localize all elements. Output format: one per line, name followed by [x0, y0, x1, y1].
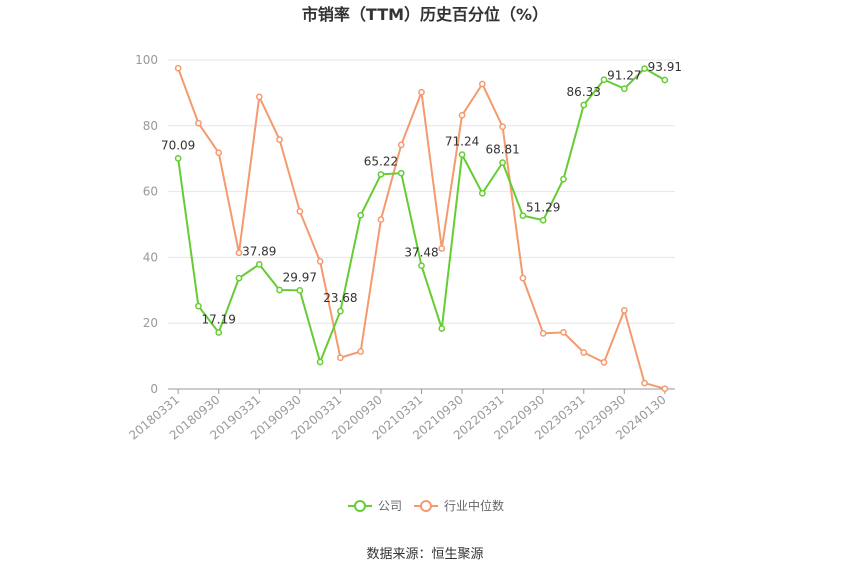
grid: [168, 59, 675, 324]
data-point: [296, 287, 304, 294]
data-point: [397, 169, 405, 177]
data-point: [661, 385, 669, 393]
y-tick-label: 0: [150, 382, 158, 396]
y-tick-label: 100: [135, 53, 158, 67]
data-point: [377, 216, 385, 223]
data-point: [560, 175, 567, 183]
data-point: [478, 189, 486, 197]
data-label: 23.68: [323, 291, 357, 305]
legend-label: 公司: [378, 499, 402, 513]
data-label: 70.09: [161, 138, 195, 152]
data-point: [235, 249, 243, 257]
data-label: 37.48: [404, 246, 438, 260]
y-tick-label: 40: [143, 250, 158, 264]
legend-item-1[interactable]: 行业中位数: [414, 498, 504, 513]
data-point: [620, 85, 628, 93]
data-point: [397, 141, 405, 149]
data-point: [195, 119, 202, 127]
data-point: [620, 307, 628, 314]
source-note: 数据来源：恒生聚源: [366, 547, 483, 562]
legend-marker: [354, 500, 366, 512]
data-point: [478, 80, 486, 88]
data-point: [641, 379, 648, 387]
data-point: [418, 88, 425, 96]
data-point: [337, 307, 344, 315]
data-point: [519, 212, 527, 219]
data-point: [418, 262, 425, 270]
data-point: [560, 329, 567, 336]
data-point: [215, 149, 223, 157]
data-label: 71.24: [445, 135, 479, 149]
data-point: [195, 302, 202, 310]
y-tick-label: 60: [143, 185, 158, 199]
data-point: [499, 159, 506, 166]
data-point: [316, 358, 324, 366]
data-point: [215, 329, 223, 336]
data-point: [357, 348, 365, 355]
legend-marker: [420, 500, 432, 512]
data-label: 68.81: [485, 143, 519, 157]
data-label: 29.97: [283, 270, 317, 284]
data-point: [458, 111, 466, 119]
data-point: [296, 207, 304, 215]
data-point: [377, 171, 385, 178]
data-point: [276, 286, 283, 294]
data-point: [519, 274, 527, 282]
y-tick-label: 80: [143, 119, 158, 133]
data-point: [600, 76, 608, 84]
series: [174, 64, 669, 393]
data-point: [337, 354, 344, 362]
data-point: [580, 101, 588, 109]
data-point: [255, 93, 263, 101]
data-label: 37.89: [242, 244, 276, 258]
legend-label: 行业中位数: [444, 498, 504, 513]
series-line-1: [177, 67, 666, 390]
data-point: [174, 155, 182, 162]
data-point: [539, 330, 547, 337]
data-point: [438, 245, 446, 252]
data-point: [316, 257, 324, 265]
data-point: [438, 325, 446, 332]
chart-title: 市销率（TTM）历史百分位（%）: [302, 5, 548, 24]
data-point: [276, 136, 283, 143]
data-label: 93.91: [648, 60, 682, 74]
data-point: [580, 349, 588, 356]
data-label: 65.22: [364, 154, 398, 168]
data-point: [235, 274, 243, 282]
data-label: 91.27: [607, 69, 641, 83]
data-point: [661, 76, 669, 84]
data-point: [174, 64, 182, 72]
data-label: 17.19: [202, 312, 236, 326]
data-point: [357, 211, 365, 219]
legend-item-0[interactable]: 公司: [348, 499, 402, 513]
data-point: [255, 260, 263, 268]
data-point: [539, 216, 547, 224]
data-point: [641, 65, 648, 72]
data-label: 51.29: [526, 200, 560, 214]
data-point: [600, 359, 608, 366]
data-label: 86.33: [567, 85, 601, 99]
legend[interactable]: 公司 行业中位数: [348, 498, 504, 513]
data-point: [499, 123, 506, 131]
data-labels: 70.09 17.19 37.89 29.97 23.68 65.22 37.48 71.24…: [161, 60, 682, 326]
axes: 0204060801002018033120180930201903312019…: [126, 53, 675, 443]
data-point: [458, 151, 466, 158]
y-tick-label: 20: [143, 316, 158, 330]
series-line-0: [177, 67, 666, 366]
